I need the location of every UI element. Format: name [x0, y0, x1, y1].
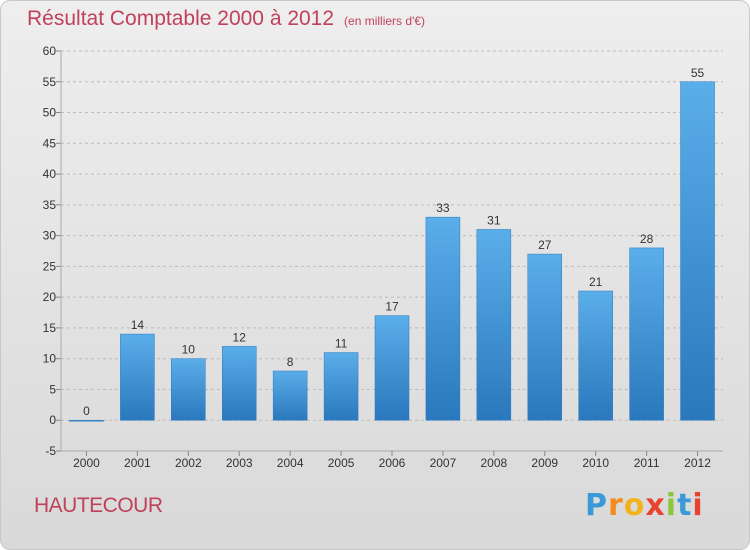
- title-row: Résultat Comptable 2000 à 2012 (en millie…: [27, 7, 425, 31]
- bar-2012: [680, 81, 715, 421]
- brand-letter: P: [585, 488, 608, 523]
- y-tick-label: 60: [43, 44, 57, 58]
- location-name: HAUTECOUR: [34, 494, 163, 517]
- y-tick-label: 5: [49, 382, 56, 396]
- value-label: 10: [182, 343, 196, 357]
- x-tick-label: 2006: [379, 456, 406, 470]
- y-tick-label: 10: [43, 352, 57, 366]
- chart-title: Résultat Comptable 2000 à 2012: [27, 7, 335, 30]
- value-label: 12: [233, 330, 247, 344]
- y-tick-label: 40: [43, 167, 57, 181]
- x-tick-label: 2005: [328, 456, 355, 470]
- x-axis-labels: 2000 2001 2002 2003 2004 2005 2006 2007 2008 2009…: [73, 451, 711, 470]
- y-tick-label: 45: [43, 136, 57, 150]
- y-tick-label: -5: [45, 444, 56, 458]
- bar-2006: [374, 315, 410, 421]
- bar-2005: [323, 352, 359, 421]
- bar-2009: [527, 253, 563, 421]
- value-label: 33: [436, 201, 450, 215]
- value-label: 27: [538, 238, 552, 252]
- y-tick-label: 35: [43, 198, 57, 212]
- brand-letter: i: [665, 488, 678, 523]
- y-tick-label: 15: [43, 321, 57, 335]
- value-label: 11: [335, 337, 348, 351]
- y-tick-label: 0: [49, 413, 56, 427]
- bar-2000: [69, 419, 104, 422]
- x-tick-label: 2002: [175, 456, 202, 470]
- bar-2001: [120, 333, 155, 421]
- bar-2010: [578, 290, 613, 421]
- x-tick-label: 2008: [480, 456, 507, 470]
- x-tick-label: 2003: [226, 456, 253, 470]
- x-tick-label: 2011: [634, 456, 660, 470]
- x-tick-label: 2001: [124, 456, 151, 470]
- value-label: 17: [385, 300, 399, 314]
- x-tick-label: 2007: [430, 456, 457, 470]
- bars: [69, 81, 715, 422]
- y-tick-label: 55: [43, 75, 57, 89]
- value-label: 14: [131, 318, 145, 332]
- brand-logo: Proxiti: [585, 488, 704, 523]
- value-label: 0: [83, 404, 90, 418]
- value-label: 55: [691, 66, 705, 80]
- x-tick-label: 2004: [277, 456, 304, 470]
- y-tick-label: 20: [43, 290, 57, 304]
- value-label: 31: [487, 213, 501, 227]
- bar-2007: [425, 216, 461, 421]
- y-tick-label: 30: [43, 229, 57, 243]
- bar-2003: [221, 346, 257, 421]
- x-tick-label: 2012: [684, 456, 711, 470]
- y-tick-label: 25: [43, 259, 57, 273]
- value-label: 28: [640, 232, 654, 246]
- value-labels: 0 14 10 12 8 11 17 33 31 27 21 28 55: [83, 66, 704, 418]
- y-axis-labels: -5 0 5 10 15 20 25 30 35 40 45 50 55 60: [43, 44, 57, 458]
- x-tick-label: 2010: [582, 456, 609, 470]
- brand-letter: r: [608, 488, 624, 523]
- x-tick-label: 2009: [531, 456, 558, 470]
- bar-2008: [476, 229, 512, 421]
- value-label: 8: [287, 355, 294, 369]
- x-tick-label: 2000: [73, 456, 100, 470]
- bar-2002: [171, 358, 206, 421]
- brand-letter: t: [677, 488, 693, 523]
- brand-letter: o: [623, 488, 646, 523]
- bar-2004: [272, 370, 308, 421]
- y-tick-label: 50: [43, 106, 57, 120]
- bar-2011: [629, 247, 664, 421]
- chart-subtitle: (en milliers d'€): [344, 14, 426, 28]
- brand-letter: i: [692, 488, 704, 523]
- brand-letter: x: [645, 488, 666, 523]
- value-label: 21: [589, 275, 603, 289]
